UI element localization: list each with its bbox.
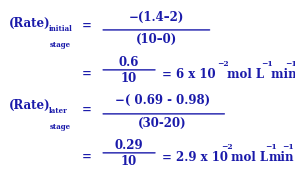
Text: initial: initial [49, 25, 73, 33]
Text: −(1.4–2): −(1.4–2) [129, 11, 184, 24]
Text: stage: stage [50, 123, 71, 130]
Text: =: = [82, 68, 92, 81]
Text: −2: −2 [217, 60, 228, 68]
Text: =: = [82, 103, 92, 117]
Text: mol L: mol L [223, 68, 264, 81]
Text: =: = [82, 19, 92, 33]
Text: −1: −1 [261, 60, 273, 68]
Text: = 6 x 10: = 6 x 10 [162, 68, 216, 81]
Text: later: later [49, 107, 68, 115]
Text: −1: −1 [285, 60, 295, 68]
Text: (10–0): (10–0) [136, 33, 177, 46]
Text: =: = [82, 151, 92, 164]
Text: = 2.9 x 10: = 2.9 x 10 [162, 151, 228, 164]
Text: 10: 10 [120, 155, 137, 168]
Text: 10: 10 [120, 72, 137, 85]
Text: (Rate): (Rate) [9, 17, 50, 30]
Text: 0.29: 0.29 [114, 139, 143, 152]
Text: (30-20): (30-20) [138, 117, 186, 130]
Text: min: min [269, 151, 294, 164]
Text: −1: −1 [265, 143, 277, 151]
Text: mol L: mol L [227, 151, 268, 164]
Text: stage: stage [50, 41, 71, 48]
Text: −2: −2 [221, 143, 233, 151]
Text: (Rate): (Rate) [9, 99, 50, 112]
Text: min: min [267, 68, 295, 81]
Text: −( 0.69 - 0.98): −( 0.69 - 0.98) [115, 94, 210, 107]
Text: 0.6: 0.6 [118, 56, 139, 69]
Text: −1: −1 [283, 143, 294, 151]
